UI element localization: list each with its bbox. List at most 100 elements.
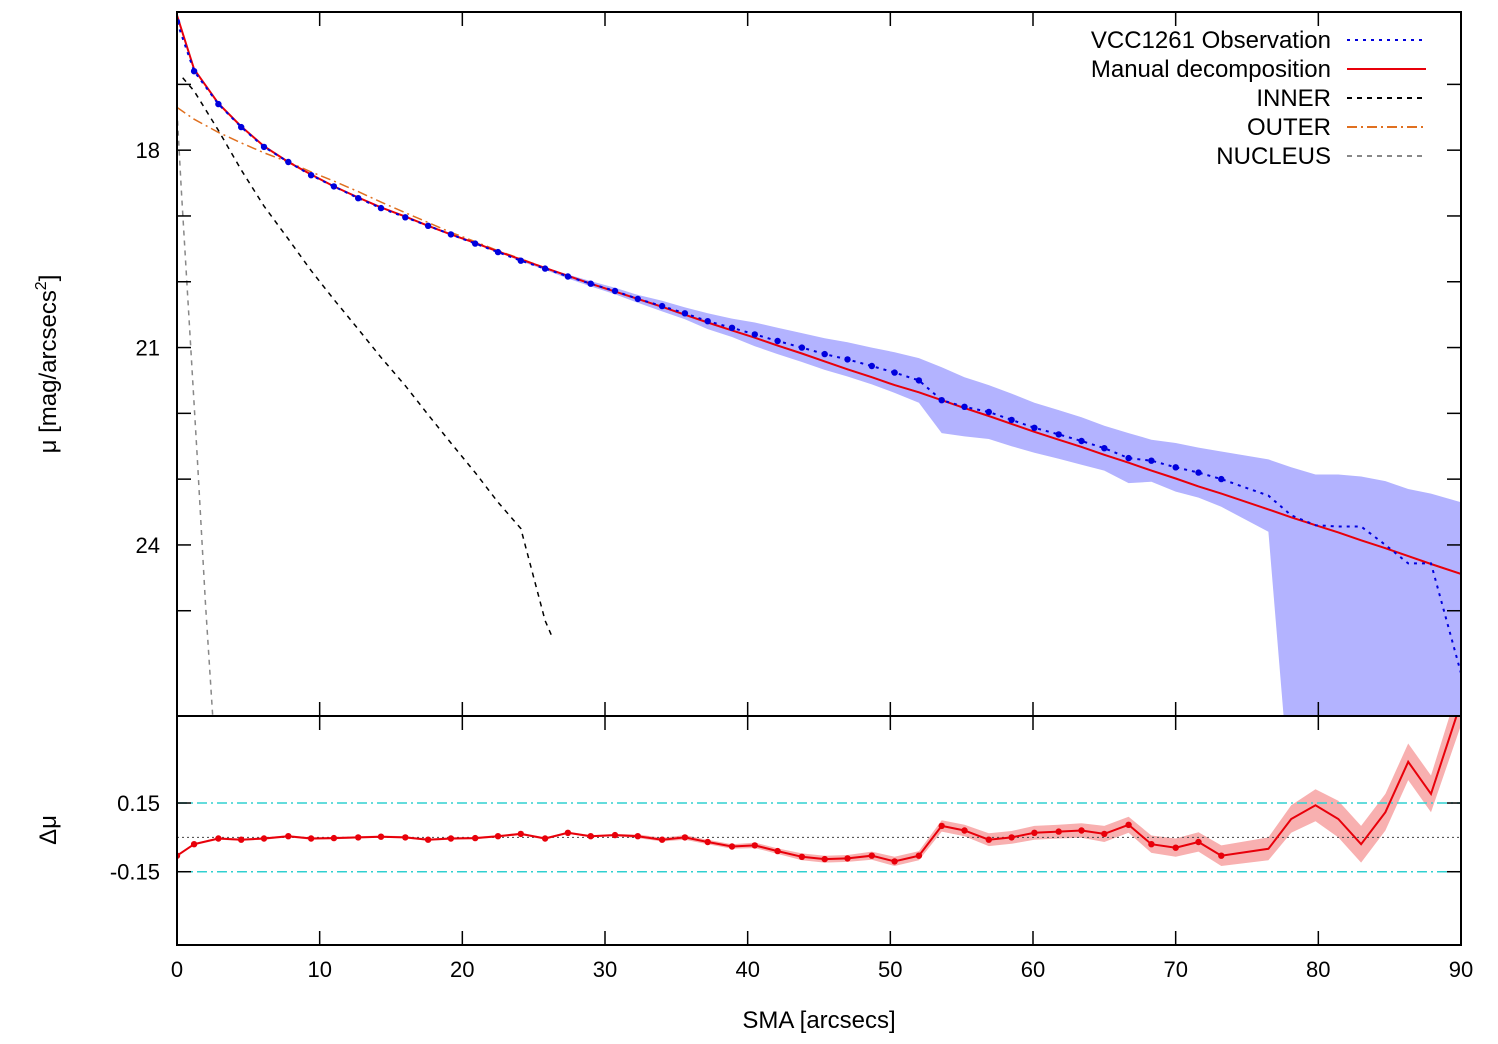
residual-point <box>634 833 641 840</box>
observation-point <box>938 397 945 404</box>
legend-label: OUTER <box>1247 114 1331 141</box>
residual-point <box>447 835 455 842</box>
residual-point <box>424 836 432 843</box>
observation-point <box>1195 469 1202 476</box>
residual-point <box>938 822 945 830</box>
top-y-axis-label-main: μ [mag/arcsecs <box>35 290 62 453</box>
bottom-y-axis-label: Δμ <box>35 815 62 845</box>
observation-point <box>844 356 851 363</box>
residual-point <box>821 855 828 863</box>
x-tick-label: 10 <box>307 957 331 982</box>
residual-point <box>1195 838 1202 846</box>
top-y-tick-label: 24 <box>136 533 160 558</box>
observation-point <box>774 337 781 345</box>
residual-point <box>541 835 549 842</box>
observation-point <box>611 287 619 295</box>
residual-point <box>1101 830 1108 838</box>
observation-point <box>377 204 385 212</box>
residual-point <box>238 836 245 843</box>
residual-point <box>798 853 806 860</box>
observation-point <box>330 183 338 190</box>
observation-point <box>472 240 479 247</box>
residual-point <box>1125 821 1132 828</box>
residual-point <box>587 833 594 840</box>
observation-point <box>681 310 689 317</box>
residual-point <box>681 834 689 841</box>
observation-point <box>494 248 502 256</box>
residual-point <box>1031 829 1038 836</box>
residual-point <box>1008 834 1015 841</box>
bottom-y-tick-label: 0.15 <box>117 791 160 816</box>
x-tick-label: 80 <box>1306 957 1330 982</box>
x-tick-labels: 0 10 20 30 40 50 60 70 80 90 <box>171 957 1473 982</box>
observation-point <box>517 257 524 264</box>
residual-point <box>564 829 572 836</box>
top-y-tick-labels: 18 21 24 <box>136 138 160 558</box>
observation-point <box>587 280 594 287</box>
x-tick-label: 50 <box>878 957 902 982</box>
observation-point <box>658 302 666 310</box>
observation-point <box>821 350 828 358</box>
residual-point <box>1078 827 1085 834</box>
observation-point <box>355 195 362 202</box>
residual-point <box>658 836 666 843</box>
observation-point <box>1008 416 1015 424</box>
legend-label: Manual decomposition <box>1091 56 1331 83</box>
observation-point <box>751 331 758 338</box>
legend-entry: NUCLEUS <box>1216 143 1426 170</box>
residual-point <box>915 852 923 859</box>
observation-point <box>190 68 198 75</box>
legend-entry: INNER <box>1256 85 1426 112</box>
observation-point <box>447 231 455 238</box>
residual-reference-lines <box>177 802 1461 873</box>
observation-point <box>961 403 968 410</box>
residual-point <box>704 838 711 846</box>
residual-point <box>1148 841 1155 848</box>
observation-point <box>238 123 245 131</box>
x-tick-label: 20 <box>450 957 474 982</box>
observation-point <box>1078 437 1085 445</box>
series-line-4 <box>177 110 214 716</box>
observation-point <box>1055 431 1062 438</box>
residual-point <box>728 843 736 850</box>
x-tick-label: 70 <box>1163 957 1187 982</box>
series-line-2 <box>182 77 553 638</box>
legend-label: VCC1261 Observation <box>1091 27 1331 54</box>
x-tick-label: 40 <box>735 957 759 982</box>
residual-point <box>260 835 268 842</box>
observation-point <box>1101 445 1108 452</box>
observation-band-0 <box>177 21 1461 716</box>
residual-point <box>285 833 292 840</box>
residual-point <box>377 833 385 840</box>
residual-point <box>1055 828 1062 835</box>
residual-point <box>402 834 409 841</box>
observation-point <box>402 214 409 221</box>
residual-point <box>751 842 758 849</box>
observation-point <box>915 377 923 384</box>
observation-point <box>285 158 292 166</box>
x-tick-label: 90 <box>1449 957 1473 982</box>
legend-entry: VCC1261 Observation <box>1091 27 1426 54</box>
residual-point <box>1218 852 1225 859</box>
observation-point <box>260 143 268 151</box>
residual-point <box>868 852 875 859</box>
observation-point <box>728 324 736 331</box>
observation-point <box>634 295 641 303</box>
x-tick-label: 60 <box>1021 957 1045 982</box>
top-y-axis-label-close: ] <box>35 275 62 282</box>
residual-point <box>494 833 502 840</box>
x-axis-label: SMA [arcsecs] <box>742 1007 895 1034</box>
observation-point <box>1148 457 1155 464</box>
legend-entry: OUTER <box>1247 114 1426 141</box>
observation-point <box>1125 454 1132 462</box>
residual-point <box>611 831 619 839</box>
residual-point <box>961 827 968 834</box>
residual-point <box>355 834 362 841</box>
observation-point <box>1172 464 1179 471</box>
legend-label: INNER <box>1256 85 1331 112</box>
bottom-y-tick-label: -0.15 <box>110 860 160 885</box>
observation-point <box>985 408 992 416</box>
observation-error-band <box>177 21 1461 716</box>
